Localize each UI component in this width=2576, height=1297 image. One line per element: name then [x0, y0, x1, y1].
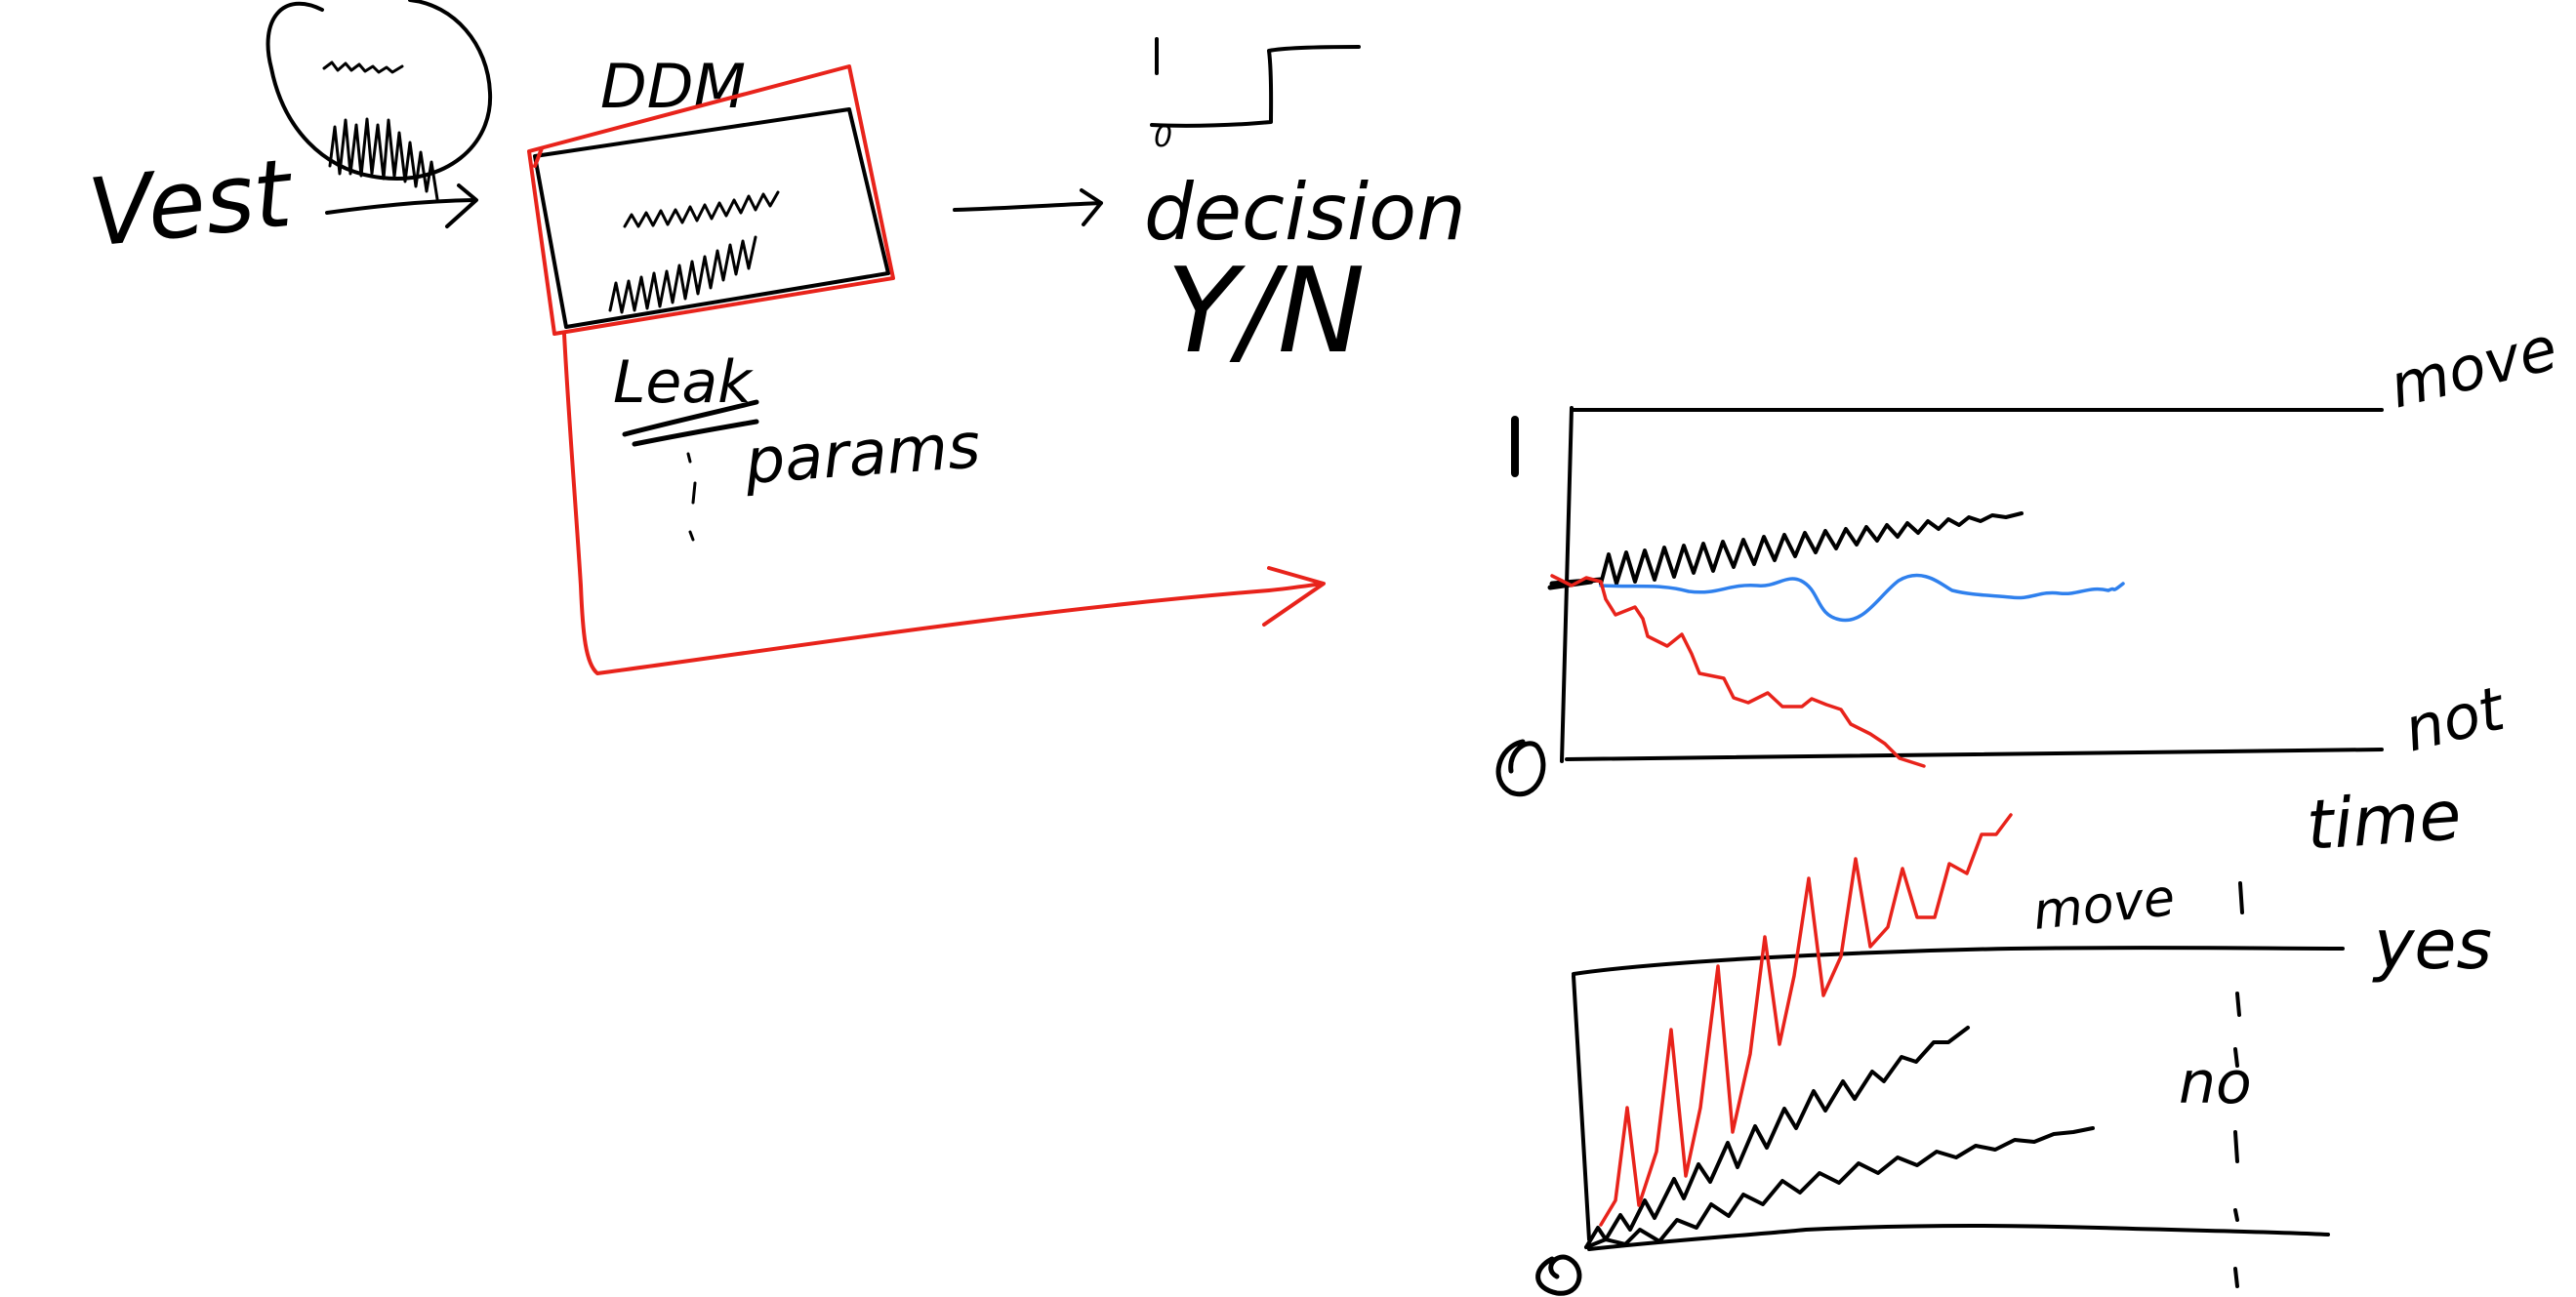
ddm-trace-lower	[608, 235, 757, 314]
model-to-decision-arrow	[953, 188, 1103, 226]
decision-options-label: Y/N	[1166, 244, 1366, 380]
input-signal-bubble	[266, 0, 493, 201]
lower-plot-dashed-threshold	[2233, 881, 2244, 1288]
params-label: params	[742, 410, 983, 499]
ddm-trace-upper	[623, 190, 780, 228]
upper-plot: move not time	[1495, 312, 2564, 866]
decision-axis-zero: 0	[1154, 120, 1172, 154]
params-dots	[686, 452, 697, 542]
decision-label: decision	[1144, 167, 1466, 258]
lower-plot-bottom-line	[1587, 1223, 2330, 1251]
upper-plot-zero-mark	[1495, 739, 1546, 797]
lower-plot-yes-label: yes	[2372, 905, 2492, 985]
lower-plot-zero-mark	[1535, 1254, 1582, 1296]
ddm-box-red-outline	[527, 64, 895, 336]
lower-plot-top-line	[1572, 946, 2345, 976]
input-label: Vest	[84, 139, 300, 268]
lower-plot-y-axis	[1572, 974, 1591, 1241]
time-axis-label: time	[2304, 775, 2463, 866]
lower-plot-no-label: no	[2179, 1049, 2252, 1117]
trace-red-spiky	[1599, 813, 2013, 1227]
leak-underline	[622, 399, 759, 447]
trace-blue-middle	[1599, 573, 2125, 623]
lower-bound-line	[1565, 748, 2384, 761]
lower-plot-move-label: move	[2030, 869, 2178, 942]
input-arrow	[325, 183, 478, 228]
decision-axis: 1 0	[1150, 37, 1361, 154]
signal-trace-spiky	[328, 117, 439, 201]
trace-red-lower	[1550, 574, 1926, 768]
feedback-arrow	[562, 332, 1326, 675]
trace-black-step-low	[1584, 1126, 2095, 1249]
upper-bound-label: move	[2383, 312, 2564, 423]
lower-plot: move yes no	[1535, 813, 2492, 1296]
leak-label: Leak	[613, 348, 754, 417]
ddm-label: DDM	[600, 51, 746, 122]
lower-bound-label: not	[2397, 672, 2514, 766]
trace-black-upper	[1599, 511, 2024, 586]
signal-trace-small	[322, 61, 404, 74]
trace-black-step-high	[1584, 1026, 1970, 1249]
ddm-box	[533, 107, 890, 329]
